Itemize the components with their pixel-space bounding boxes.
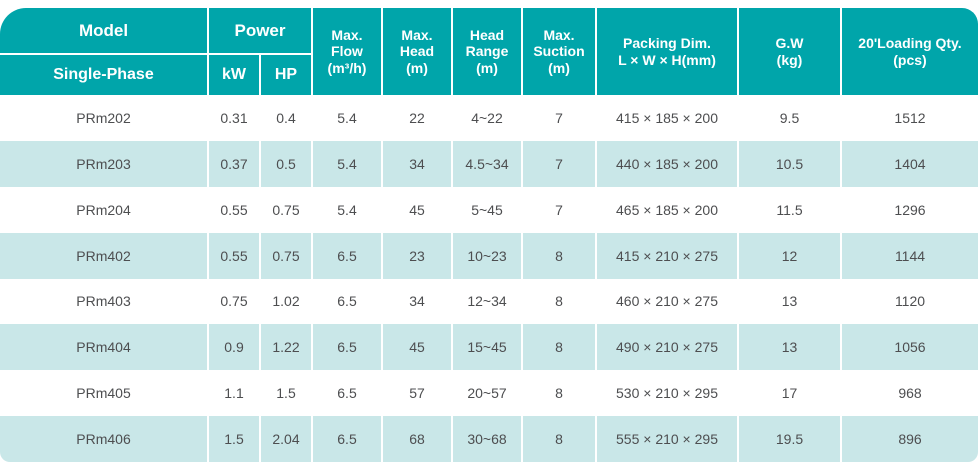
cell-max-head: 68 bbox=[381, 416, 451, 462]
cell-kw: 0.75 bbox=[207, 278, 259, 325]
cell-kw: 1.1 bbox=[207, 370, 259, 417]
cell-max-head: 45 bbox=[381, 186, 451, 233]
header-max-suction: Max. Suction (m) bbox=[521, 8, 595, 95]
header-gross-weight: G.W (kg) bbox=[737, 8, 840, 95]
header-hp: HP bbox=[259, 53, 311, 95]
cell-model: PRm203 bbox=[0, 140, 207, 187]
cell-max-suction: 8 bbox=[521, 416, 595, 462]
cell-gw: 13 bbox=[737, 324, 840, 371]
cell-max-flow: 5.4 bbox=[311, 186, 381, 233]
cell-packing: 460 × 210 × 275 bbox=[595, 278, 737, 325]
header-head-range: Head Range (m) bbox=[451, 8, 521, 95]
cell-kw: 1.5 bbox=[207, 416, 259, 462]
header-packing-dim: Packing Dim. L × W × H(mm) bbox=[595, 8, 737, 95]
cell-gw: 11.5 bbox=[737, 186, 840, 233]
table-body: PRm202 0.31 0.4 5.4 22 4~22 7 415 × 185 … bbox=[0, 95, 978, 462]
cell-max-flow: 5.4 bbox=[311, 140, 381, 187]
cell-gw: 19.5 bbox=[737, 416, 840, 462]
cell-max-flow: 5.4 bbox=[311, 95, 381, 141]
cell-head-range: 15~45 bbox=[451, 324, 521, 371]
header-model: Model bbox=[78, 20, 129, 40]
cell-max-flow: 6.5 bbox=[311, 232, 381, 279]
table-header: Model Power Max. Flow (m³/h) Max. Head (… bbox=[0, 8, 978, 95]
cell-max-flow: 6.5 bbox=[311, 416, 381, 462]
cell-model: PRm202 bbox=[0, 95, 207, 141]
cell-head-range: 4.5~34 bbox=[451, 140, 521, 187]
header-max-flow: Max. Flow (m³/h) bbox=[311, 8, 381, 95]
cell-max-head: 57 bbox=[381, 370, 451, 417]
cell-max-suction: 7 bbox=[521, 95, 595, 141]
cell-kw: 0.9 bbox=[207, 324, 259, 371]
cell-gw: 17 bbox=[737, 370, 840, 417]
header-kw: kW bbox=[207, 53, 259, 95]
cell-max-head: 23 bbox=[381, 232, 451, 279]
cell-max-head: 34 bbox=[381, 140, 451, 187]
cell-packing: 440 × 185 × 200 bbox=[595, 140, 737, 187]
cell-max-head: 45 bbox=[381, 324, 451, 371]
cell-hp: 2.04 bbox=[259, 416, 311, 462]
cell-packing: 465 × 185 × 200 bbox=[595, 186, 737, 233]
cell-gw: 10.5 bbox=[737, 140, 840, 187]
cell-hp: 0.5 bbox=[259, 140, 311, 187]
cell-head-range: 30~68 bbox=[451, 416, 521, 462]
cell-model: PRm406 bbox=[0, 416, 207, 462]
cell-hp: 0.75 bbox=[259, 186, 311, 233]
cell-max-suction: 8 bbox=[521, 370, 595, 417]
cell-gw: 13 bbox=[737, 278, 840, 325]
cell-head-range: 20~57 bbox=[451, 370, 521, 417]
cell-max-suction: 7 bbox=[521, 186, 595, 233]
cell-head-range: 4~22 bbox=[451, 95, 521, 141]
cell-gw: 9.5 bbox=[737, 95, 840, 141]
header-loading-qty: 20'Loading Qty. (pcs) bbox=[840, 8, 978, 95]
cell-kw: 0.37 bbox=[207, 140, 259, 187]
cell-qty: 1404 bbox=[840, 140, 978, 187]
cell-qty: 896 bbox=[840, 416, 978, 462]
cell-max-suction: 7 bbox=[521, 140, 595, 187]
header-power: Power bbox=[207, 8, 311, 53]
cell-packing: 415 × 210 × 275 bbox=[595, 232, 737, 279]
cell-hp: 0.75 bbox=[259, 232, 311, 279]
cell-model: PRm403 bbox=[0, 278, 207, 325]
cell-qty: 1144 bbox=[840, 232, 978, 279]
cell-model: PRm402 bbox=[0, 232, 207, 279]
cell-max-flow: 6.5 bbox=[311, 324, 381, 371]
cell-head-range: 5~45 bbox=[451, 186, 521, 233]
cell-model: PRm405 bbox=[0, 370, 207, 417]
cell-kw: 0.31 bbox=[207, 95, 259, 141]
header-single-phase: Single-Phase bbox=[0, 53, 207, 95]
cell-kw: 0.55 bbox=[207, 186, 259, 233]
cell-packing: 490 × 210 × 275 bbox=[595, 324, 737, 371]
cell-qty: 968 bbox=[840, 370, 978, 417]
cell-hp: 1.5 bbox=[259, 370, 311, 417]
cell-max-suction: 8 bbox=[521, 324, 595, 371]
cell-max-suction: 8 bbox=[521, 278, 595, 325]
cell-qty: 1512 bbox=[840, 95, 978, 141]
header-max-head: Max. Head (m) bbox=[381, 8, 451, 95]
cell-hp: 1.22 bbox=[259, 324, 311, 371]
cell-head-range: 10~23 bbox=[451, 232, 521, 279]
cell-head-range: 12~34 bbox=[451, 278, 521, 325]
cell-max-suction: 8 bbox=[521, 232, 595, 279]
cell-kw: 0.55 bbox=[207, 232, 259, 279]
cell-hp: 0.4 bbox=[259, 95, 311, 141]
cell-qty: 1056 bbox=[840, 324, 978, 371]
cell-max-flow: 6.5 bbox=[311, 370, 381, 417]
cell-model: PRm204 bbox=[0, 186, 207, 233]
cell-max-flow: 6.5 bbox=[311, 278, 381, 325]
cell-hp: 1.02 bbox=[259, 278, 311, 325]
cell-packing: 555 × 210 × 295 bbox=[595, 416, 737, 462]
cell-packing: 415 × 185 × 200 bbox=[595, 95, 737, 141]
cell-gw: 12 bbox=[737, 232, 840, 279]
cell-qty: 1296 bbox=[840, 186, 978, 233]
cell-qty: 1120 bbox=[840, 278, 978, 325]
cell-max-head: 34 bbox=[381, 278, 451, 325]
cell-max-head: 22 bbox=[381, 95, 451, 141]
cell-packing: 530 × 210 × 295 bbox=[595, 370, 737, 417]
cell-model: PRm404 bbox=[0, 324, 207, 371]
